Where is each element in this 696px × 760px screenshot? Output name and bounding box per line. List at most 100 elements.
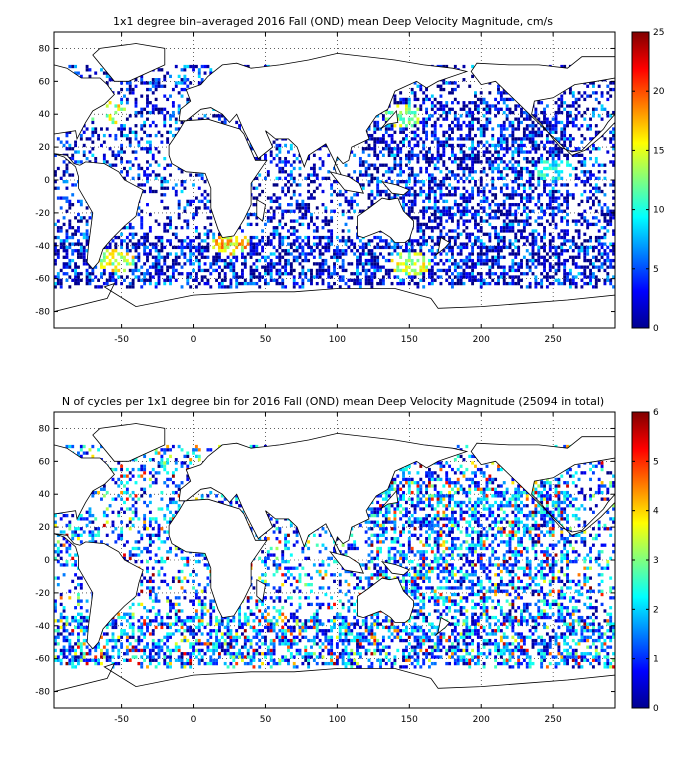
bin-cell	[180, 189, 184, 194]
bin-cell	[436, 275, 440, 279]
bin-cell	[448, 245, 452, 250]
bin-cell	[531, 170, 535, 174]
bin-cell	[428, 163, 431, 167]
bin-cell	[358, 183, 362, 187]
bin-cell	[563, 153, 567, 157]
bin-cell	[373, 137, 377, 141]
bin-cell	[194, 212, 198, 217]
bin-cell	[212, 245, 216, 250]
bin-cell	[465, 163, 469, 167]
bin-cell	[568, 133, 572, 138]
bin-cell	[410, 262, 414, 266]
bin-cell	[85, 219, 89, 223]
bin-cell	[491, 186, 495, 190]
bin-cell	[508, 268, 512, 273]
bin-cell	[278, 258, 282, 263]
bin-cell	[554, 255, 558, 259]
bin-cell	[525, 219, 529, 223]
bin-cell	[134, 130, 138, 134]
bin-cell	[459, 137, 463, 141]
bin-cell	[71, 173, 75, 177]
bin-cell	[154, 176, 158, 180]
bin-cell	[528, 124, 532, 128]
bin-cell	[514, 193, 518, 197]
bin-cell	[71, 242, 75, 246]
bin-cell	[79, 137, 83, 141]
bin-cell	[318, 255, 322, 259]
bin-cell	[514, 117, 518, 121]
bin-cell	[102, 272, 106, 276]
bin-cell	[390, 133, 394, 138]
bin-cell	[402, 137, 405, 141]
bin-cell	[557, 137, 561, 141]
bin-cell	[439, 281, 443, 286]
bin-cell	[451, 229, 454, 233]
bin-cell	[560, 242, 564, 246]
bin-cell	[160, 107, 164, 111]
bin-cell	[528, 258, 532, 263]
bin-cell	[445, 81, 449, 85]
bin-cell	[307, 156, 311, 161]
bin-cell	[491, 133, 495, 138]
bin-cell	[278, 206, 282, 210]
bin-cell	[517, 127, 521, 131]
bin-cell	[157, 249, 161, 253]
bin-cell	[422, 268, 426, 273]
bin-cell	[330, 255, 334, 259]
bin-cell	[131, 285, 135, 289]
bin-cell	[272, 226, 276, 230]
bin-cell	[566, 239, 569, 243]
bin-cell	[307, 239, 311, 243]
bin-cell	[71, 232, 75, 236]
bin-cell	[255, 275, 259, 279]
bin-cell	[194, 173, 198, 177]
bin-cell	[476, 235, 480, 240]
bin-cell	[269, 275, 273, 279]
bin-cell	[560, 170, 564, 174]
bin-cell	[269, 272, 273, 276]
bin-cell	[399, 101, 403, 105]
bin-cell	[428, 147, 431, 151]
bin-cell	[462, 272, 466, 276]
bin-cell	[557, 147, 561, 151]
bin-cell	[307, 235, 311, 240]
bin-cell	[379, 235, 382, 240]
bin-cell	[502, 275, 506, 279]
bin-cell	[491, 137, 495, 141]
bin-cell	[249, 272, 253, 276]
bin-cell	[448, 156, 452, 161]
bin-cell	[56, 275, 60, 279]
bin-cell	[439, 183, 443, 187]
bin-cell	[514, 173, 518, 177]
bin-cell	[272, 212, 276, 217]
bin-cell	[330, 209, 334, 213]
bin-cell	[284, 160, 288, 164]
bin-cell	[387, 272, 391, 276]
bin-cell	[580, 242, 584, 246]
bin-cell	[166, 130, 170, 134]
bin-cell	[174, 268, 178, 273]
bin-cell	[474, 117, 477, 121]
bin-cell	[91, 127, 95, 131]
bin-cell	[554, 199, 558, 204]
bin-cell	[327, 281, 331, 286]
bin-cell	[534, 133, 538, 138]
bin-cell	[399, 124, 403, 128]
bin-cell	[220, 242, 224, 246]
bin-cell	[528, 133, 532, 138]
bin-cell	[465, 209, 469, 213]
bin-cell	[376, 120, 380, 125]
bin-cell	[453, 160, 457, 164]
bin-cell	[402, 117, 405, 121]
bin-cell	[416, 252, 420, 256]
bin-cell	[333, 268, 336, 273]
bin-cell	[333, 166, 336, 171]
bin-cell	[261, 255, 265, 259]
bin-cell	[373, 235, 377, 240]
bin-cell	[370, 193, 374, 197]
bin-cell	[566, 147, 569, 151]
bin-cell	[209, 265, 213, 269]
bin-cell	[474, 94, 477, 98]
bin-cell	[373, 150, 377, 154]
bin-cell	[419, 104, 423, 108]
